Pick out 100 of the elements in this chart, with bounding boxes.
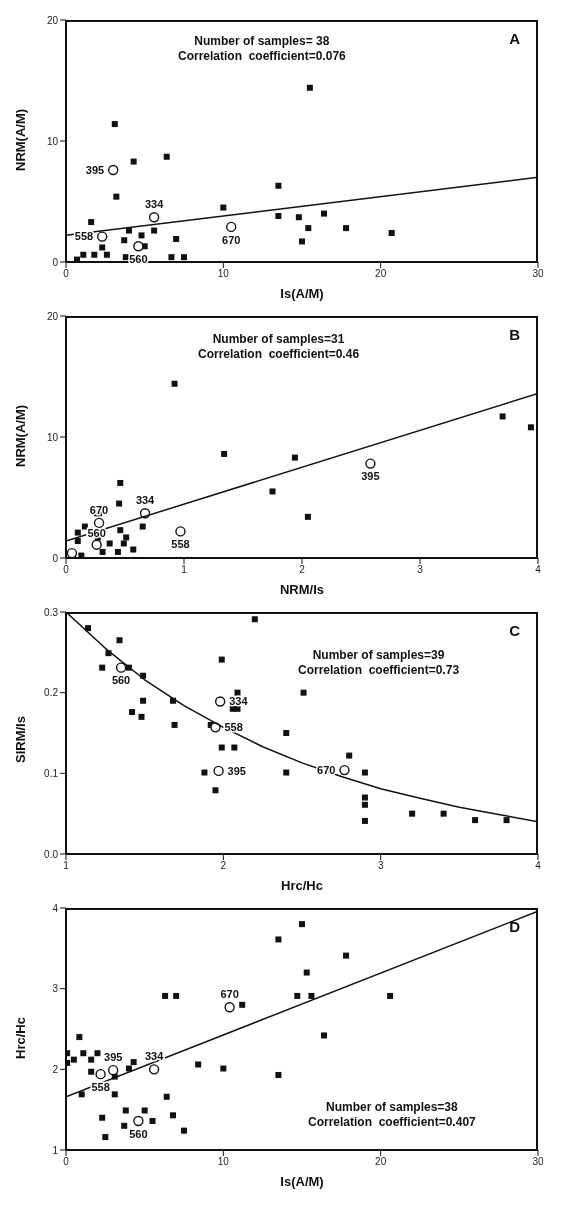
y-tick-label: 1 — [52, 1144, 59, 1156]
x-tick-label: 3 — [417, 564, 424, 576]
point — [440, 810, 447, 817]
x-tick-label: 0 — [63, 564, 70, 576]
point — [78, 552, 85, 558]
point — [106, 540, 113, 547]
point — [527, 424, 534, 431]
point — [116, 500, 123, 507]
point — [138, 232, 145, 239]
point — [275, 213, 282, 220]
annotation: 560 — [111, 674, 131, 687]
point — [275, 936, 282, 943]
point — [269, 488, 276, 495]
point — [361, 801, 368, 808]
point — [121, 1122, 128, 1129]
annotation: 558 — [171, 538, 190, 551]
point — [66, 1050, 71, 1057]
point — [99, 664, 106, 671]
x-tick-label: 1 — [181, 564, 188, 576]
point — [291, 454, 298, 461]
point — [85, 625, 92, 632]
point — [220, 204, 227, 211]
y-tick-label: 20 — [46, 14, 59, 26]
point — [95, 1068, 106, 1080]
y-tick-label: 4 — [52, 902, 59, 914]
point — [91, 251, 98, 258]
y-tick-label: 0.1 — [44, 767, 59, 779]
point — [220, 1065, 227, 1072]
y-axis-title: SIRM/Is — [12, 716, 28, 763]
annotation: Correlation coefficient=0.076 — [178, 49, 346, 64]
point — [102, 1134, 109, 1141]
point — [173, 236, 180, 243]
x-axis-title: NRM/Is — [279, 582, 325, 597]
point — [148, 1064, 160, 1075]
point — [212, 787, 219, 794]
point — [275, 182, 282, 189]
point — [294, 992, 301, 999]
point — [388, 229, 395, 236]
point — [499, 413, 506, 420]
point — [305, 225, 312, 232]
y-tick-label: 0.3 — [44, 606, 59, 618]
annotation: Number of samples= 38 — [193, 34, 331, 49]
point — [168, 254, 175, 261]
point — [181, 1127, 187, 1134]
x-axis-title: Hrc/Hc — [281, 878, 323, 893]
point — [78, 1091, 85, 1098]
point — [224, 1002, 235, 1013]
annotation: 670 — [222, 233, 241, 246]
point — [306, 84, 313, 91]
point — [300, 689, 307, 696]
annotation: 334 — [144, 198, 165, 211]
point — [283, 769, 290, 776]
point — [226, 221, 237, 233]
point — [181, 254, 187, 261]
point — [117, 527, 124, 534]
annotation: Correlation coefficient=0.46 — [198, 347, 360, 362]
y-tick-label: 3 — [52, 983, 59, 995]
point — [130, 158, 137, 165]
x-axis-title: Is(A/M) — [280, 1174, 324, 1189]
point — [88, 1068, 95, 1075]
point — [111, 1091, 118, 1098]
annotation: Number of samples=39 — [311, 648, 446, 663]
point — [66, 547, 78, 558]
annotation: 334 — [144, 1050, 165, 1063]
point — [299, 238, 305, 245]
point — [151, 227, 158, 234]
point — [96, 231, 108, 242]
y-tick-label: 0.2 — [44, 687, 59, 699]
annotation: 560 — [129, 1127, 148, 1140]
annotation: D — [509, 918, 520, 935]
x-tick-label: 2 — [220, 860, 227, 872]
point — [133, 1115, 144, 1127]
x-tick-label: 1 — [63, 860, 70, 872]
annotation: B — [509, 326, 520, 343]
x-tick-label: 3 — [377, 860, 384, 872]
point — [503, 817, 510, 824]
point — [163, 153, 170, 160]
point — [171, 721, 178, 728]
x-tick-label: 10 — [217, 1156, 230, 1168]
point — [343, 952, 350, 959]
point — [94, 1050, 101, 1057]
annotation: Correlation coefficient=0.73 — [298, 663, 460, 678]
point — [231, 744, 238, 751]
point — [361, 769, 368, 776]
point — [409, 810, 416, 817]
annotation: 395 — [104, 1051, 123, 1064]
point — [103, 251, 110, 258]
point — [387, 992, 394, 999]
y-tick-label: 10 — [46, 135, 59, 147]
y-tick-label: 20 — [46, 310, 59, 322]
annotation: 334 — [229, 695, 249, 708]
annotation: 395 — [85, 163, 105, 176]
x-tick-label: 30 — [532, 1156, 544, 1168]
point — [173, 992, 180, 999]
x-tick-label: 0 — [63, 1156, 70, 1168]
point — [346, 752, 353, 759]
point — [214, 696, 226, 707]
point — [275, 1071, 282, 1078]
y-axis-title: NRM(A/M) — [12, 108, 28, 171]
point — [140, 697, 147, 704]
